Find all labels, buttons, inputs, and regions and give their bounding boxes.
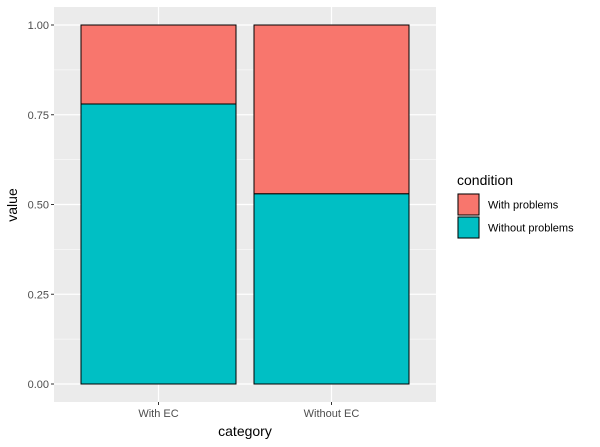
legend-title: condition bbox=[457, 172, 513, 188]
y-tick-label: 1.00 bbox=[28, 20, 49, 32]
bar-segment-without-problems-without-ec bbox=[253, 193, 410, 385]
y-tick-label: 0.25 bbox=[28, 289, 49, 301]
x-axis: With EC Without EC bbox=[138, 402, 359, 420]
x-axis-title: category bbox=[218, 423, 272, 439]
legend-key-swatch bbox=[457, 193, 480, 216]
legend-key-swatch bbox=[457, 216, 480, 239]
x-tick-label: Without EC bbox=[304, 408, 360, 420]
bar-segment-with-problems-with-ec bbox=[80, 24, 237, 105]
legend-label: Without problems bbox=[488, 223, 574, 235]
legend: condition With problems Without problems bbox=[457, 172, 574, 239]
legend-items: With problems Without problems bbox=[457, 193, 574, 239]
x-tick-label: With EC bbox=[138, 408, 178, 420]
legend-label: With problems bbox=[488, 200, 559, 212]
bars-layer bbox=[80, 24, 410, 385]
bar-segment-without-problems-with-ec bbox=[80, 103, 237, 385]
y-tick-label: 0.00 bbox=[28, 379, 49, 391]
bar-segment-with-problems-without-ec bbox=[253, 24, 410, 195]
y-tick-label: 0.75 bbox=[28, 110, 49, 122]
y-axis: 0.00 0.25 0.50 0.75 1.00 bbox=[28, 20, 54, 391]
y-axis-title: value bbox=[4, 188, 20, 222]
y-tick-label: 0.50 bbox=[28, 200, 49, 212]
